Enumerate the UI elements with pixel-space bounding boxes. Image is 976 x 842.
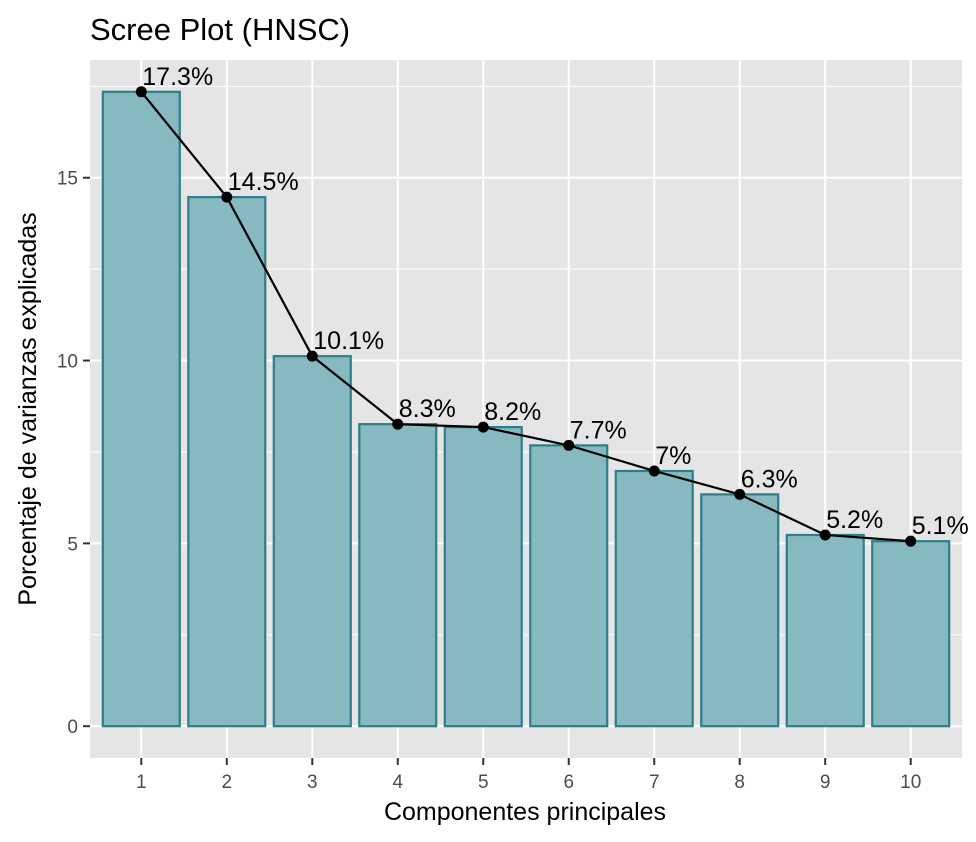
chart-title: Scree Plot (HNSC) [90, 12, 350, 47]
y-axis: 0 5 10 15 [57, 169, 90, 738]
data-point [648, 465, 660, 477]
x-tick-label: 2 [221, 772, 232, 793]
x-tick-label: 3 [307, 772, 318, 793]
x-tick-label: 8 [734, 772, 745, 793]
bar [700, 493, 780, 728]
bar [187, 196, 267, 728]
x-axis-title: Componentes principales [384, 798, 666, 826]
bars-layer [101, 90, 951, 728]
y-tick-label: 15 [57, 169, 78, 190]
x-tick-label: 4 [392, 772, 403, 793]
bar [358, 423, 438, 728]
bar [272, 355, 352, 728]
x-tick-label: 5 [478, 772, 489, 793]
data-labels-layer: 17.3% 14.5% 10.1% 8.3% 8.2% 7.7% 7% 6.3% 5.2% 5.1… [142, 63, 968, 540]
bar [101, 90, 181, 728]
x-tick-label: 7 [649, 772, 660, 793]
series-line [140, 91, 911, 543]
bar [443, 425, 523, 728]
y-tick-label: 10 [57, 352, 78, 373]
y-tick-label: 0 [67, 717, 78, 738]
data-point [392, 418, 404, 430]
data-point [819, 529, 831, 541]
data-label: 6.3% [741, 465, 798, 493]
x-tick-label: 10 [900, 772, 921, 793]
data-point [734, 488, 746, 500]
data-label: 17.3% [142, 63, 213, 91]
x-tick-label: 9 [820, 772, 831, 793]
data-label: 7% [655, 442, 691, 470]
bar [529, 444, 609, 728]
data-point [905, 535, 917, 547]
x-tick-label: 6 [563, 772, 574, 793]
data-point [221, 191, 233, 203]
data-label: 14.5% [228, 168, 299, 196]
line-layer [140, 91, 911, 543]
bar [871, 540, 951, 728]
y-axis-title: Porcentaje de varianzas explicadas [14, 212, 42, 605]
data-label: 10.1% [313, 327, 384, 355]
data-label: 5.2% [826, 506, 883, 534]
y-tick-label: 5 [67, 534, 78, 555]
data-label: 8.3% [399, 395, 456, 423]
bar [785, 533, 865, 728]
points-layer [135, 86, 917, 547]
data-point [477, 421, 489, 433]
data-point [306, 350, 318, 362]
data-label: 8.2% [484, 398, 541, 426]
data-point [563, 439, 575, 451]
x-tick-label: 1 [136, 772, 147, 793]
data-label: 7.7% [570, 416, 627, 444]
bar [614, 469, 694, 728]
data-point [135, 86, 147, 98]
x-axis: 1 2 3 4 5 6 7 8 9 10 [136, 758, 921, 793]
data-label: 5.1% [912, 512, 969, 540]
